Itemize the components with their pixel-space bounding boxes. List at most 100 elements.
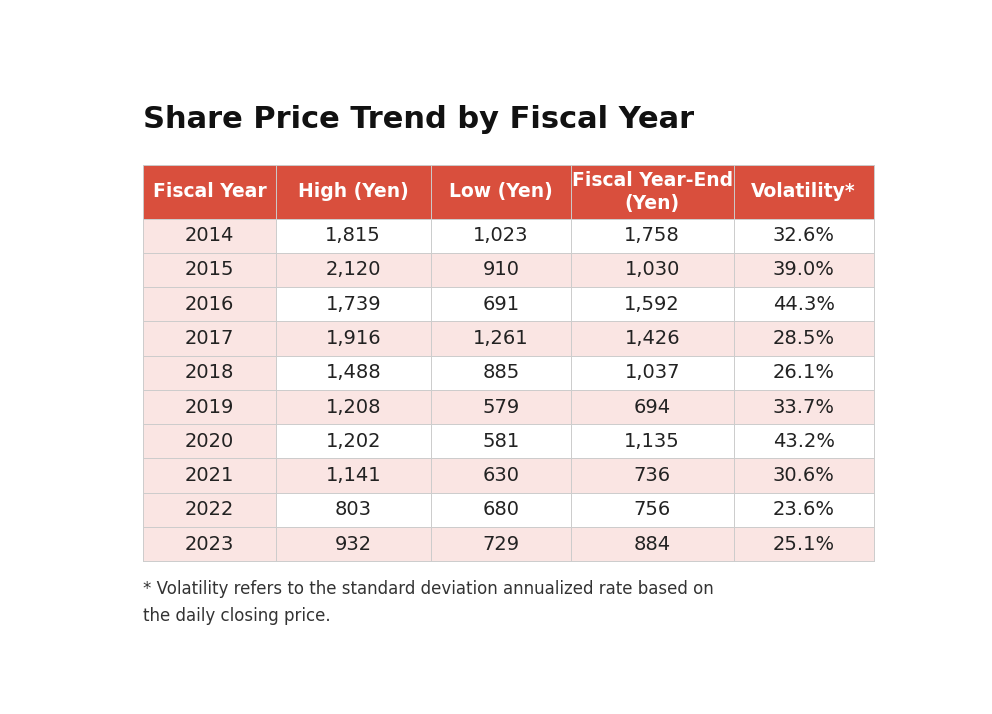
Bar [143, 287, 276, 321]
Bar [276, 424, 431, 458]
Text: 2016: 2016 [185, 295, 234, 313]
Text: 1,030: 1,030 [625, 261, 680, 279]
Text: 2018: 2018 [185, 363, 234, 382]
Bar [431, 356, 570, 390]
Bar [431, 493, 570, 527]
Text: 694: 694 [634, 398, 671, 416]
Text: 680: 680 [482, 501, 520, 519]
Text: 30.6%: 30.6% [773, 466, 834, 485]
Bar [143, 356, 276, 390]
Text: Volatility*: Volatility* [751, 183, 856, 201]
Bar [733, 253, 874, 287]
Text: High (Yen): High (Yen) [298, 183, 409, 201]
Text: 2022: 2022 [185, 501, 234, 519]
Text: 579: 579 [482, 398, 520, 416]
Bar [431, 424, 570, 458]
Text: 1,135: 1,135 [624, 432, 681, 451]
Text: 25.1%: 25.1% [773, 535, 834, 553]
Text: 729: 729 [482, 535, 520, 553]
Text: 736: 736 [634, 466, 671, 485]
Bar [276, 218, 431, 253]
Bar [143, 390, 276, 424]
Bar [143, 493, 276, 527]
Text: 44.3%: 44.3% [773, 295, 834, 313]
Bar [570, 458, 733, 493]
Bar [733, 287, 874, 321]
Text: Fiscal Year: Fiscal Year [153, 183, 266, 201]
Text: 2019: 2019 [185, 398, 234, 416]
Text: 28.5%: 28.5% [773, 329, 834, 348]
Text: 1,202: 1,202 [325, 432, 381, 451]
Bar [570, 493, 733, 527]
Bar [570, 356, 733, 390]
Text: 1,916: 1,916 [325, 329, 381, 348]
Bar [431, 287, 570, 321]
Bar [431, 390, 570, 424]
Text: 581: 581 [482, 432, 520, 451]
Text: 2023: 2023 [185, 535, 234, 553]
Bar [143, 424, 276, 458]
Bar [733, 321, 874, 356]
Bar [276, 527, 431, 561]
Text: 32.6%: 32.6% [773, 226, 834, 245]
Text: 884: 884 [634, 535, 671, 553]
Bar [570, 424, 733, 458]
Text: 23.6%: 23.6% [773, 501, 834, 519]
Text: 1,488: 1,488 [325, 363, 381, 382]
Bar [733, 493, 874, 527]
Text: 630: 630 [482, 466, 520, 485]
Bar [143, 218, 276, 253]
Text: 2,120: 2,120 [325, 261, 381, 279]
Bar [276, 458, 431, 493]
Bar [570, 218, 733, 253]
Bar [570, 321, 733, 356]
Text: 691: 691 [482, 295, 520, 313]
Text: 885: 885 [482, 363, 520, 382]
Bar [276, 253, 431, 287]
Text: 756: 756 [634, 501, 671, 519]
Bar [143, 166, 276, 218]
Bar [431, 166, 570, 218]
Bar [143, 458, 276, 493]
Text: Fiscal Year-End
(Yen): Fiscal Year-End (Yen) [571, 171, 733, 213]
Text: 1,758: 1,758 [624, 226, 681, 245]
Text: 2017: 2017 [185, 329, 234, 348]
Bar [733, 166, 874, 218]
Bar [276, 493, 431, 527]
Bar [570, 527, 733, 561]
Text: 910: 910 [482, 261, 520, 279]
Bar [276, 356, 431, 390]
Text: 1,426: 1,426 [624, 329, 680, 348]
Bar [143, 321, 276, 356]
Text: 1,141: 1,141 [325, 466, 381, 485]
Text: 43.2%: 43.2% [773, 432, 834, 451]
Text: 1,815: 1,815 [325, 226, 381, 245]
Bar [733, 390, 874, 424]
Bar [276, 321, 431, 356]
Bar [733, 218, 874, 253]
Bar [276, 166, 431, 218]
Text: 803: 803 [334, 501, 372, 519]
Text: * Volatility refers to the standard deviation annualized rate based on
the daily: * Volatility refers to the standard devi… [143, 580, 714, 625]
Text: 1,261: 1,261 [473, 329, 529, 348]
Bar [431, 458, 570, 493]
Bar [733, 356, 874, 390]
Bar [570, 287, 733, 321]
Text: 1,037: 1,037 [624, 363, 680, 382]
Bar [431, 527, 570, 561]
Text: 2015: 2015 [185, 261, 234, 279]
Text: Share Price Trend by Fiscal Year: Share Price Trend by Fiscal Year [143, 105, 694, 134]
Text: 1,208: 1,208 [325, 398, 381, 416]
Bar [570, 390, 733, 424]
Text: 1,023: 1,023 [473, 226, 529, 245]
Bar [733, 527, 874, 561]
Text: 1,592: 1,592 [624, 295, 681, 313]
Text: 26.1%: 26.1% [773, 363, 834, 382]
Bar [431, 321, 570, 356]
Bar [733, 458, 874, 493]
Bar [733, 424, 874, 458]
Text: 33.7%: 33.7% [773, 398, 834, 416]
Bar [143, 527, 276, 561]
Text: 2021: 2021 [185, 466, 234, 485]
Bar [431, 218, 570, 253]
